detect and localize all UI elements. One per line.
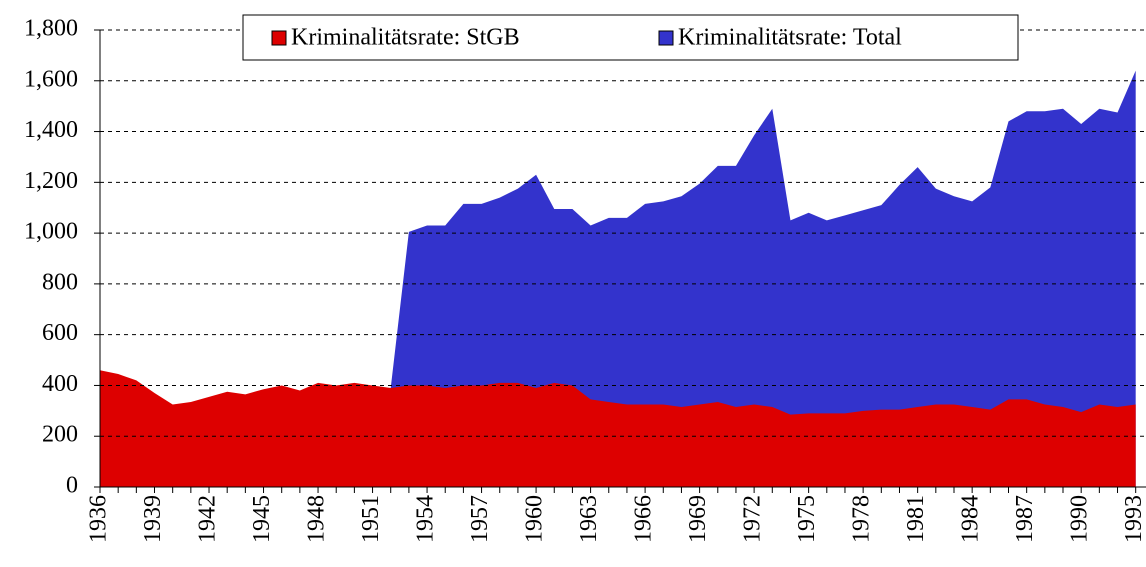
x-tick-label: 1948 — [304, 495, 330, 543]
y-tick-label: 1,400 — [24, 117, 78, 143]
x-tick-label: 1960 — [522, 495, 548, 543]
y-tick-label: 600 — [42, 320, 78, 346]
legend-box — [242, 14, 1019, 61]
legend-swatch — [658, 30, 674, 46]
x-tick-label: 1963 — [576, 495, 602, 543]
y-tick-label: 1,000 — [24, 219, 78, 245]
legend-swatch — [271, 30, 287, 46]
x-tick-label: 1957 — [467, 495, 493, 543]
x-tick-label: 1981 — [903, 495, 929, 543]
y-tick-label: 1,800 — [24, 16, 78, 42]
x-tick-label: 1954 — [413, 495, 439, 543]
x-tick-label: 1993 — [1121, 495, 1146, 543]
x-tick-label: 1951 — [358, 495, 384, 543]
y-tick-label: 400 — [42, 371, 78, 397]
x-tick-label: 1978 — [849, 495, 875, 543]
y-tick-label: 200 — [42, 422, 78, 448]
y-tick-label: 800 — [42, 269, 78, 295]
area — [100, 370, 1136, 487]
legend: Kriminalitätsrate: StGB Kriminalitätsrate… — [242, 14, 1019, 61]
x-tick-label: 1966 — [631, 495, 657, 543]
legend-label: Kriminalitätsrate: Total — [678, 25, 902, 51]
x-tick-label: 1984 — [958, 495, 984, 543]
x-tick-label: 1942 — [195, 495, 221, 543]
x-tick-label: 1975 — [794, 495, 820, 543]
legend-label: Kriminalitätsrate: StGB — [291, 25, 520, 51]
x-tick-label: 1936 — [86, 495, 112, 543]
x-tick-label: 1939 — [140, 495, 166, 543]
x-tick-label: 1987 — [1012, 495, 1038, 543]
x-tick-label: 1990 — [1067, 495, 1093, 543]
x-tick-label: 1972 — [740, 495, 766, 543]
area — [390, 70, 1136, 487]
y-tick-label: 1,600 — [24, 66, 78, 92]
y-tick-label: 0 — [66, 473, 78, 499]
y-tick-label: 1,200 — [24, 168, 78, 194]
x-tick-label: 1945 — [249, 495, 275, 543]
x-tick-label: 1969 — [685, 495, 711, 543]
